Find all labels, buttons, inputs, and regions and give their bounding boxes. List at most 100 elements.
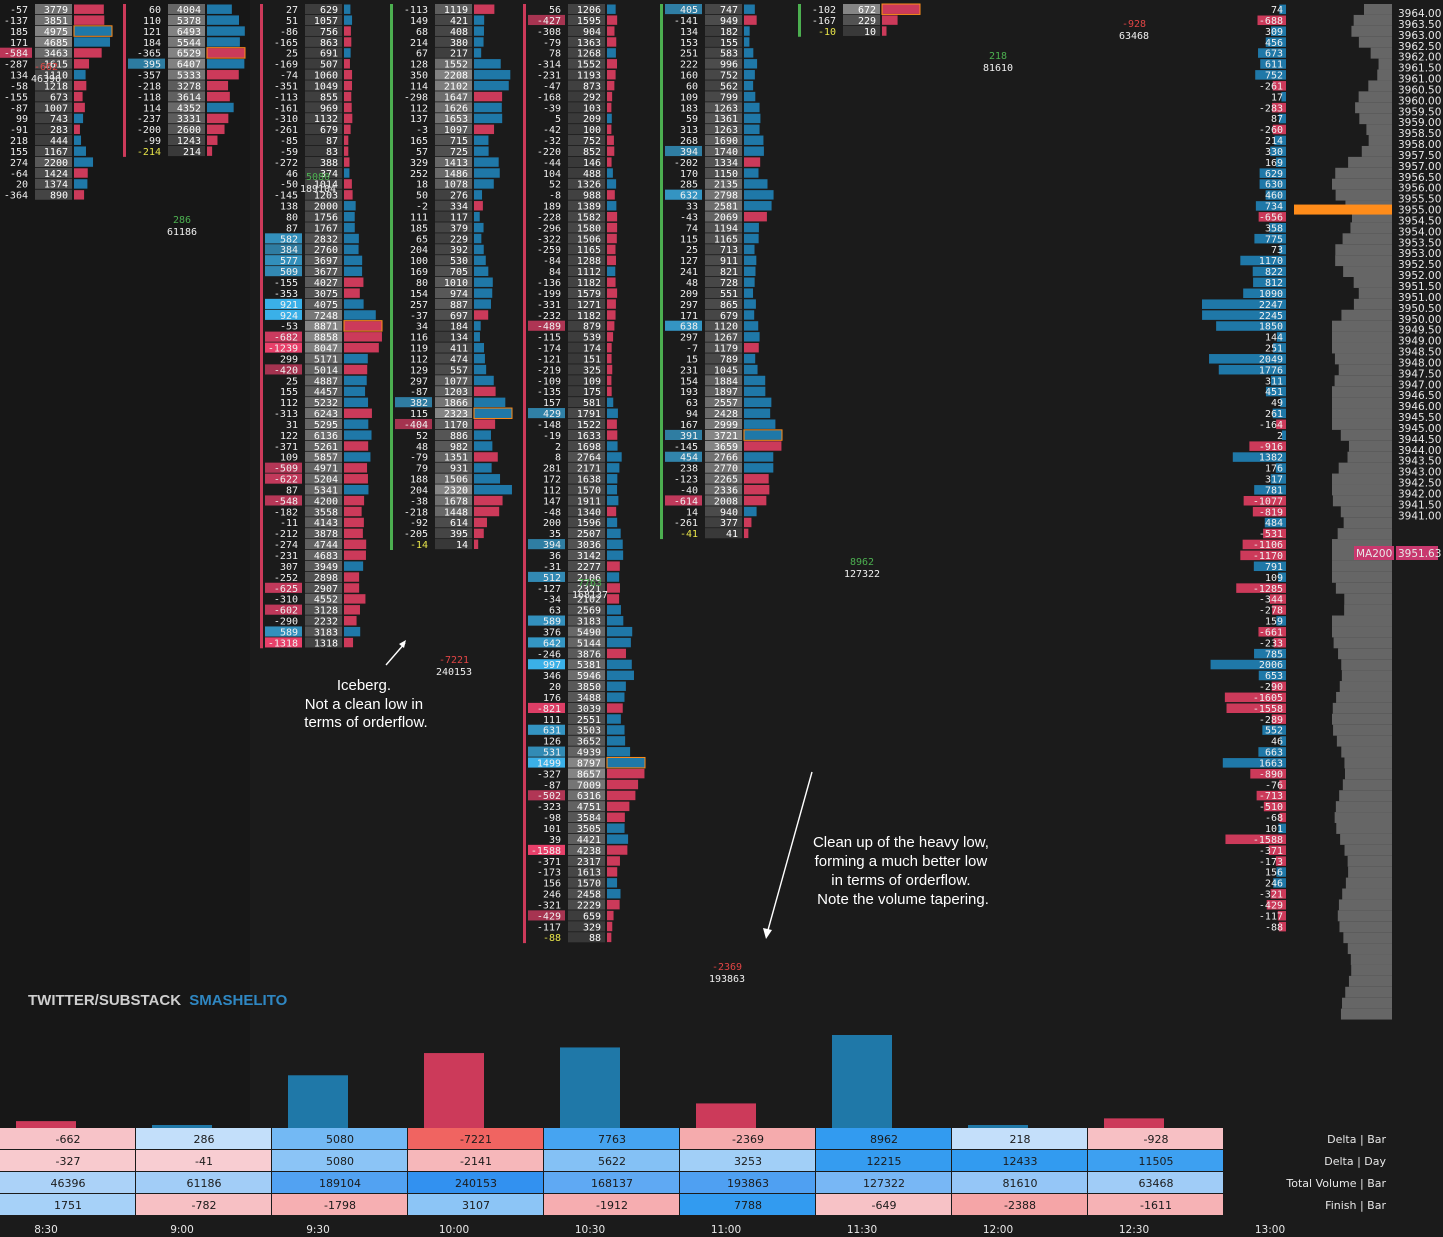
- volume-bar: [607, 637, 631, 648]
- volume-cell: [35, 25, 72, 36]
- volume-bar: [344, 211, 355, 222]
- volume-cell: [435, 167, 472, 178]
- volume-bar: [474, 157, 499, 167]
- volume-value: 229: [858, 16, 876, 27]
- volume-value: 2265: [714, 475, 738, 486]
- volume-bar: [474, 321, 481, 331]
- volume-cell: [705, 277, 742, 288]
- table-cell: [272, 1194, 407, 1215]
- volume-bar: [607, 441, 618, 451]
- profile-row: [1347, 943, 1392, 955]
- price-tick-label: 3951.00: [1398, 292, 1441, 304]
- delta-value: -200: [137, 125, 161, 136]
- volume-bar: [474, 233, 482, 244]
- day-delta-value: 1850: [1259, 322, 1283, 333]
- time-tick-label: 9:00: [170, 1224, 194, 1236]
- volume-value: 2760: [314, 245, 338, 256]
- day-delta-bar: [1250, 769, 1286, 779]
- day-delta-value: 309: [1265, 27, 1283, 38]
- profile-row: [1332, 484, 1392, 496]
- price-axis[interactable]: 3964.003963.503963.003962.503962.003961.…: [1294, 0, 1443, 1128]
- profile-row: [1333, 637, 1392, 649]
- volume-cell: [568, 277, 605, 288]
- volume-bar: [474, 299, 491, 309]
- volume-value: 283: [50, 125, 68, 136]
- volume-bar: [344, 146, 349, 156]
- volume-bar: [344, 364, 368, 375]
- volume-bar: [474, 386, 496, 397]
- day-delta-value: -890: [1259, 769, 1283, 780]
- volume-cell: [705, 418, 742, 430]
- volume-cell: [705, 233, 742, 244]
- delta-value: 157: [543, 398, 561, 409]
- profile-row: [1332, 408, 1392, 419]
- volume-value: 175: [583, 387, 601, 398]
- price-tick-label: 3962.50: [1398, 41, 1441, 53]
- volume-cell: [305, 353, 342, 364]
- delta-value: 268: [680, 136, 698, 147]
- volume-bar: [344, 375, 367, 386]
- volume-value: 2898: [314, 573, 338, 584]
- delta-value: 119: [410, 344, 428, 355]
- delta-value: -205: [404, 529, 428, 540]
- volume-cell: [568, 539, 605, 550]
- volume-value: 395: [450, 529, 468, 540]
- day-delta-value: -1605: [1253, 693, 1283, 704]
- volume-cell: [305, 615, 342, 626]
- volume-bar: [474, 37, 484, 47]
- volume-value: 1884: [714, 376, 738, 387]
- table-row-label: Total Volume | Bar: [1285, 1177, 1386, 1190]
- day-delta-bar: [1240, 255, 1286, 266]
- delta-value: -117: [537, 922, 561, 933]
- day-delta-bar: [1276, 616, 1286, 626]
- profile-row: [1339, 681, 1392, 692]
- delta-value: -41: [680, 529, 698, 540]
- volume-bar: [744, 299, 756, 309]
- day-delta-bar: [1242, 539, 1286, 550]
- volume-value: 1506: [577, 234, 601, 245]
- volume-value: 2551: [577, 715, 601, 726]
- delta-value: -218: [404, 507, 428, 518]
- delta-value: 74: [686, 223, 698, 234]
- day-delta-value: 1776: [1259, 365, 1283, 376]
- day-delta-value: 484: [1265, 518, 1283, 529]
- delta-value: 209: [680, 289, 698, 300]
- delta-value: -53: [280, 322, 298, 333]
- price-tick-label: 3947.50: [1398, 368, 1441, 380]
- delta-cell: [265, 342, 302, 353]
- volume-bar: [607, 124, 612, 135]
- day-delta-value: -173: [1259, 857, 1283, 868]
- volume-value: 1179: [714, 344, 738, 355]
- day-delta-bar: [1257, 15, 1286, 26]
- delta-value: 59: [686, 114, 698, 125]
- arrow-clean-low: [767, 771, 813, 931]
- delta-value: -145: [674, 442, 698, 453]
- volume-cell: [705, 331, 742, 342]
- volume-cell: [705, 69, 742, 80]
- volume-bar: [744, 211, 767, 222]
- time-tick-label: 10:00: [439, 1224, 469, 1236]
- volume-bar: [344, 135, 349, 145]
- day-delta-bar: [1278, 823, 1286, 834]
- delta-value: 134: [680, 27, 698, 38]
- day-delta-value: 791: [1265, 562, 1283, 573]
- volume-cell: [305, 36, 342, 47]
- volume-cell: [568, 932, 605, 943]
- volume-cell: [305, 244, 342, 255]
- volume-cell: [168, 58, 205, 69]
- time-axis[interactable]: 8:30 9:00 9:30 10:00 10:30 11:00 11:30 12:00 12:…: [0, 1217, 1443, 1237]
- delta-cell: [265, 495, 302, 506]
- volume-value: 1194: [714, 223, 738, 234]
- volume-bar: [607, 255, 616, 266]
- volume-bar: [474, 201, 483, 211]
- volume-value: 5144: [577, 638, 601, 649]
- day-delta-bar: [1281, 430, 1286, 440]
- volume-cell: [568, 702, 605, 713]
- day-delta-value: -429: [1259, 900, 1283, 911]
- delta-value: 183: [680, 103, 698, 114]
- price-tick-label: 3943.50: [1398, 456, 1441, 468]
- volume-cell: [305, 560, 342, 572]
- volume-cell: [435, 211, 472, 222]
- volume-value: 3851: [44, 16, 68, 27]
